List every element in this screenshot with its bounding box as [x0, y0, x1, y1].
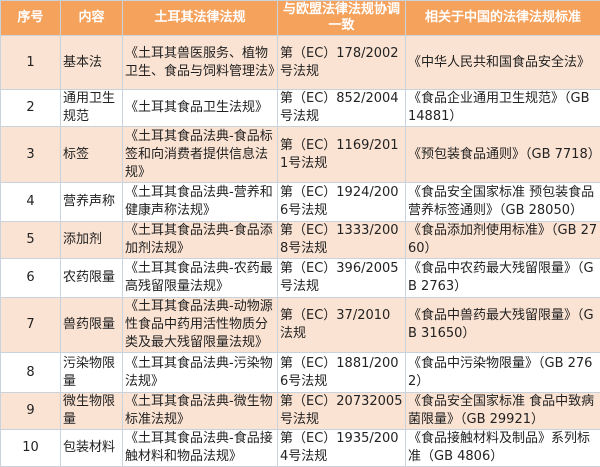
cell-eu-regulation: 第（EC）1169/2011号法规	[278, 127, 406, 183]
cell-china-standard: 《食品企业通用卫生规范》（GB 14881）	[406, 90, 600, 127]
cell-china-standard: 《中华人民共和国食品安全法》	[406, 36, 600, 90]
cell-no: 1	[1, 36, 61, 90]
cell-eu-regulation: 第（EC）1881/2006号法规	[278, 353, 406, 393]
cell-content: 标签	[61, 127, 123, 183]
cell-no: 10	[1, 430, 61, 467]
cell-eu-regulation: 第（EC）178/2002号法规	[278, 36, 406, 90]
cell-content: 污染物限量	[61, 353, 123, 393]
cell-no: 4	[1, 183, 61, 222]
cell-eu-regulation: 第（EC）1333/2008号法规	[278, 222, 406, 259]
cell-eu-regulation: 第（EC）37/2010法规	[278, 298, 406, 353]
cell-turkey-law: 《土耳其食品法典-农药最高残留限量法规》	[123, 259, 278, 298]
cell-no: 7	[1, 298, 61, 353]
cell-china-standard: 《食品接触材料及制品》系列标准（GB 4806）	[406, 430, 600, 467]
header-row: 序号 内容 土耳其法律法规 与欧盟法律法规协调一致 相关于中国的法律法规标准	[1, 1, 600, 36]
cell-turkey-law: 《土耳其食品法典-微生物标准法规》	[123, 393, 278, 430]
header-content: 内容	[61, 1, 123, 36]
cell-eu-regulation: 第（EC）1924/2006号法规	[278, 183, 406, 222]
cell-eu-regulation: 第（EC）852/2004号法规	[278, 90, 406, 127]
cell-content: 农药限量	[61, 259, 123, 298]
cell-content: 兽药限量	[61, 298, 123, 353]
cell-content: 包装材料	[61, 430, 123, 467]
cell-no: 5	[1, 222, 61, 259]
header-no: 序号	[1, 1, 61, 36]
cell-no: 8	[1, 353, 61, 393]
cell-eu-regulation: 第（EC）20732005号法规	[278, 393, 406, 430]
cell-turkey-law: 《土耳其兽医服务、植物卫生、食品与饲料管理法》	[123, 36, 278, 90]
cell-eu-regulation: 第（EC）1935/2004号法规	[278, 430, 406, 467]
cell-content: 添加剂	[61, 222, 123, 259]
cell-no: 9	[1, 393, 61, 430]
header-eu: 与欧盟法律法规协调一致	[278, 1, 406, 36]
cell-turkey-law: 《土耳其食品法典-食品标签和向消费者提供信息法规》	[123, 127, 278, 183]
cell-china-standard: 《食品中兽药最大残留限量》（GB 31650）	[406, 298, 600, 353]
cell-no: 6	[1, 259, 61, 298]
cell-turkey-law: 《土耳其食品法典-动物源性食品中药用活性物质分类及最大残留限量法规》	[123, 298, 278, 353]
cell-china-standard: 《食品中农药最大残留限量》（GB 2763）	[406, 259, 600, 298]
cell-turkey-law: 《土耳其食品法典-营养和健康声称法规》	[123, 183, 278, 222]
cell-content: 基本法	[61, 36, 123, 90]
cell-china-standard: 《食品添加剂使用标准》（GB 2760）	[406, 222, 600, 259]
cell-china-standard: 《食品安全国家标准 预包装食品营养标签通则》（GB 28050）	[406, 183, 600, 222]
cell-turkey-law: 《土耳其食品法典-污染物法规》	[123, 353, 278, 393]
header-china: 相关于中国的法律法规标准	[406, 1, 600, 36]
cell-china-standard: 《食品安全国家标准 食品中致病菌限量》（GB 29921）	[406, 393, 600, 430]
cell-turkey-law: 《土耳其食品法典-食品添加剂法规》	[123, 222, 278, 259]
header-turkey: 土耳其法律法规	[123, 1, 278, 36]
cell-content: 通用卫生规范	[61, 90, 123, 127]
cell-content: 微生物限量	[61, 393, 123, 430]
cell-china-standard: 《预包装食品通则》（GB 7718）	[406, 127, 600, 183]
cell-turkey-law: 《土耳其食品法典-食品接触材料和物品法规》	[123, 430, 278, 467]
cell-no: 2	[1, 90, 61, 127]
cell-content: 营养声称	[61, 183, 123, 222]
cell-no: 3	[1, 127, 61, 183]
cell-turkey-law: 《土耳其食品卫生法规》	[123, 90, 278, 127]
cell-eu-regulation: 第（EC）396/2005号法规	[278, 259, 406, 298]
cell-china-standard: 《食品中污染物限量》（GB 2762）	[406, 353, 600, 393]
